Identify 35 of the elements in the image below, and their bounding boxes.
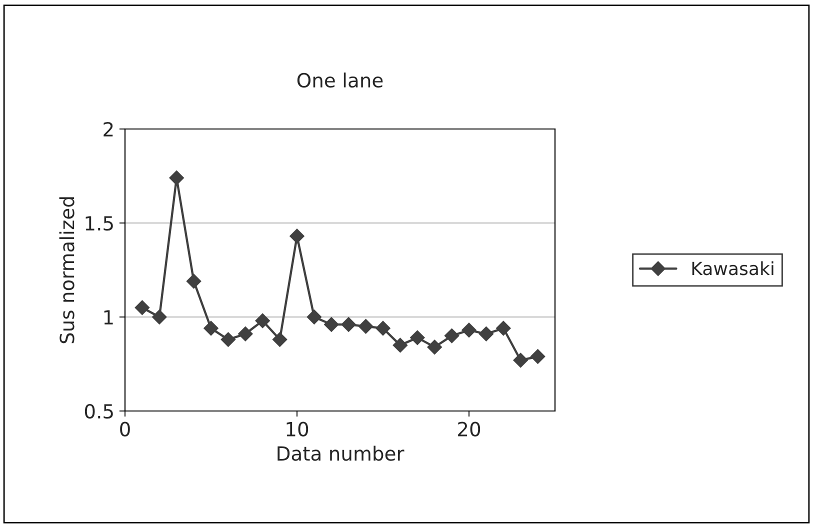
point	[255, 313, 270, 328]
y-tick-label: 1	[104, 310, 113, 324]
x-tick-label: 10	[286, 422, 308, 436]
point	[341, 317, 356, 332]
point	[152, 310, 167, 324]
chart-title: One lane	[297, 72, 383, 88]
point	[376, 320, 390, 336]
point	[134, 300, 150, 315]
y-tick-label: 1.5	[86, 216, 113, 231]
point	[272, 332, 288, 347]
point	[496, 320, 511, 336]
point	[410, 330, 425, 346]
point	[358, 319, 374, 334]
point	[204, 320, 218, 336]
point	[427, 340, 442, 354]
x-tick-label: 0	[120, 422, 130, 436]
point	[306, 310, 322, 324]
point	[186, 274, 202, 289]
x-tick-label: 20	[458, 422, 480, 436]
y-tick-label: 0.5	[84, 404, 113, 419]
point	[530, 349, 546, 364]
legend-label: Kawasaki	[692, 261, 774, 276]
y-axis-title: Sus normalized	[59, 197, 74, 344]
point	[324, 317, 339, 332]
point	[290, 228, 304, 244]
point	[238, 326, 253, 342]
point	[220, 332, 236, 347]
point	[513, 352, 528, 368]
point	[444, 328, 460, 344]
point	[478, 326, 494, 342]
point	[392, 338, 408, 353]
x-axis-title: Data number	[278, 446, 404, 461]
point	[462, 322, 476, 338]
point	[169, 170, 184, 186]
y-tick-label: 2	[104, 122, 113, 136]
